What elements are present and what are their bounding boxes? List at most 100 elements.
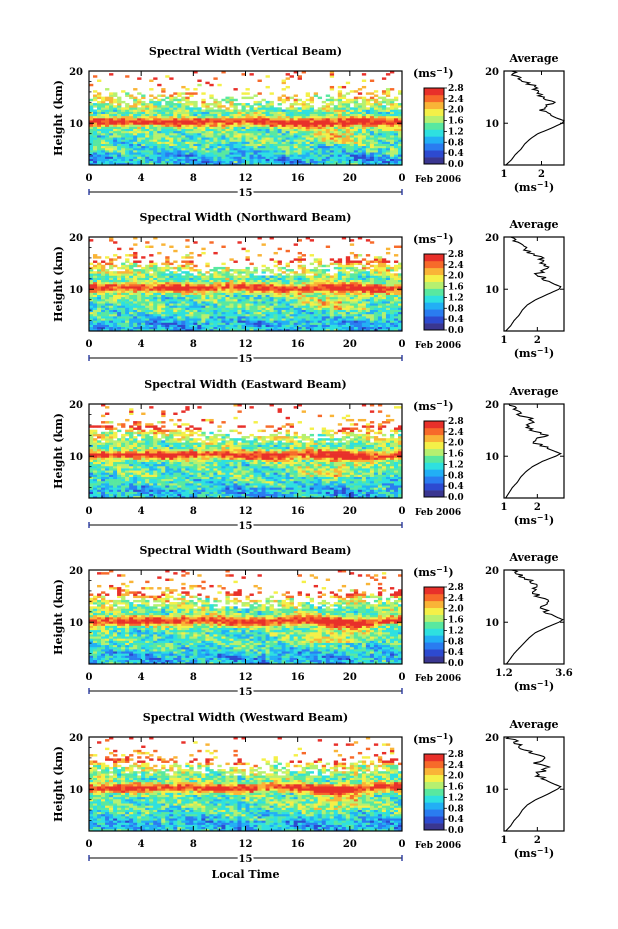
heatmap-cell — [397, 92, 403, 95]
y-axis-label: Height (km) — [52, 80, 65, 156]
heatmap-cell — [93, 264, 98, 268]
heatmap-cell — [205, 292, 210, 295]
heatmap-cell — [165, 303, 170, 306]
heatmap-cell — [325, 290, 331, 293]
heatmap-cell — [141, 162, 146, 166]
heatmap-cell — [365, 128, 371, 132]
heatmap-cell — [173, 137, 178, 140]
heatmap-cell — [233, 147, 238, 151]
heatmap-cell — [185, 262, 190, 266]
heatmap-cell — [393, 154, 399, 157]
heatmap-cell — [269, 105, 274, 108]
heatmap-cell — [333, 107, 339, 110]
heatmap-cell — [209, 307, 214, 310]
heatmap-cell — [257, 311, 262, 315]
heatmap-cell — [373, 152, 379, 155]
heatmap-cell — [337, 286, 343, 289]
heatmap-cell — [305, 158, 310, 162]
heatmap-cell — [169, 322, 174, 325]
heatmap-cell — [249, 107, 254, 110]
heatmap-cell — [173, 130, 178, 134]
heatmap-cell — [269, 139, 274, 142]
heatmap-cell — [301, 141, 306, 144]
heatmap-cell — [393, 290, 399, 293]
heatmap-cell — [349, 286, 355, 289]
heatmap-cell — [341, 126, 347, 129]
heatmap-cell — [185, 328, 190, 332]
heatmap-cell — [229, 130, 234, 134]
heatmap-cell — [93, 286, 98, 289]
heatmap-cell — [317, 311, 323, 315]
heatmap-cell — [249, 105, 254, 108]
heatmap-cell — [361, 141, 367, 144]
heatmap-cell — [397, 132, 403, 136]
heatmap-cell — [109, 100, 114, 104]
heatmap-cell — [189, 156, 194, 159]
heatmap-cell — [325, 130, 331, 134]
heatmap-cell — [117, 318, 122, 321]
heatmap-cell — [97, 128, 102, 132]
heatmap-cell — [221, 137, 226, 140]
heatmap-cell — [201, 292, 206, 295]
heatmap-cell — [225, 309, 230, 313]
heatmap-cell — [385, 320, 391, 323]
heatmap-cell — [121, 305, 126, 308]
heatmap-cell — [333, 260, 339, 263]
heatmap-cell — [333, 281, 339, 285]
heatmap-cell — [281, 109, 286, 112]
heatmap-cell — [381, 160, 387, 164]
heatmap-cell — [261, 316, 266, 319]
heatmap-cell — [109, 126, 114, 129]
heatmap-cell — [189, 126, 194, 129]
heatmap-cell — [121, 132, 126, 136]
colorbar-tick-label: 2.0 — [448, 106, 464, 116]
heatmap-cell — [233, 118, 238, 121]
heatmap-cell — [105, 88, 110, 91]
heatmap-cell — [117, 137, 122, 140]
heatmap-cell — [181, 279, 186, 283]
heatmap-cell — [349, 132, 355, 136]
heatmap-cell — [269, 284, 274, 287]
heatmap-cell — [269, 145, 274, 149]
heatmap-cell — [285, 294, 290, 298]
heatmap-cell — [233, 156, 238, 159]
heatmap-cell — [169, 103, 174, 106]
heatmap-cell — [89, 128, 94, 132]
heatmap-cell — [373, 132, 379, 136]
heatmap-cell — [293, 320, 298, 323]
heatmap-cell — [257, 281, 262, 285]
heatmap-cell — [345, 113, 351, 117]
heatmap-cell — [113, 316, 118, 319]
heatmap-cell — [385, 111, 391, 115]
heatmap-cell — [341, 275, 347, 278]
heatmap-cell — [125, 124, 130, 127]
heatmap-cell — [301, 320, 306, 323]
heatmap-cell — [161, 88, 166, 91]
heatmap-cell — [181, 326, 186, 330]
heatmap-cell — [349, 251, 355, 255]
heatmap-cell — [253, 139, 258, 142]
heatmap-cell — [245, 290, 250, 293]
heatmap-cell — [313, 152, 319, 155]
heatmap-cell — [257, 145, 262, 149]
heatmap-cell — [289, 118, 294, 121]
heatmap-cell — [261, 115, 266, 119]
heatmap-cell — [325, 264, 331, 268]
heatmap-cell — [325, 294, 331, 298]
heatmap-cell — [89, 294, 94, 298]
heatmap-cell — [105, 132, 110, 136]
heatmap-cell — [121, 279, 126, 283]
heatmap-cell — [249, 298, 254, 302]
heatmap-cell — [373, 109, 379, 112]
heatmap-cell — [325, 135, 331, 138]
heatmap-cell — [257, 288, 262, 291]
heatmap-cell — [157, 124, 162, 127]
heatmap-cell — [261, 313, 266, 317]
heatmap-cell — [233, 296, 238, 300]
heatmap-cell — [93, 111, 98, 115]
heatmap-cell — [205, 122, 210, 125]
heatmap-cell — [173, 275, 178, 278]
heatmap-cell — [105, 326, 110, 330]
heatmap-cell — [281, 150, 286, 153]
heatmap-cell — [217, 83, 222, 87]
